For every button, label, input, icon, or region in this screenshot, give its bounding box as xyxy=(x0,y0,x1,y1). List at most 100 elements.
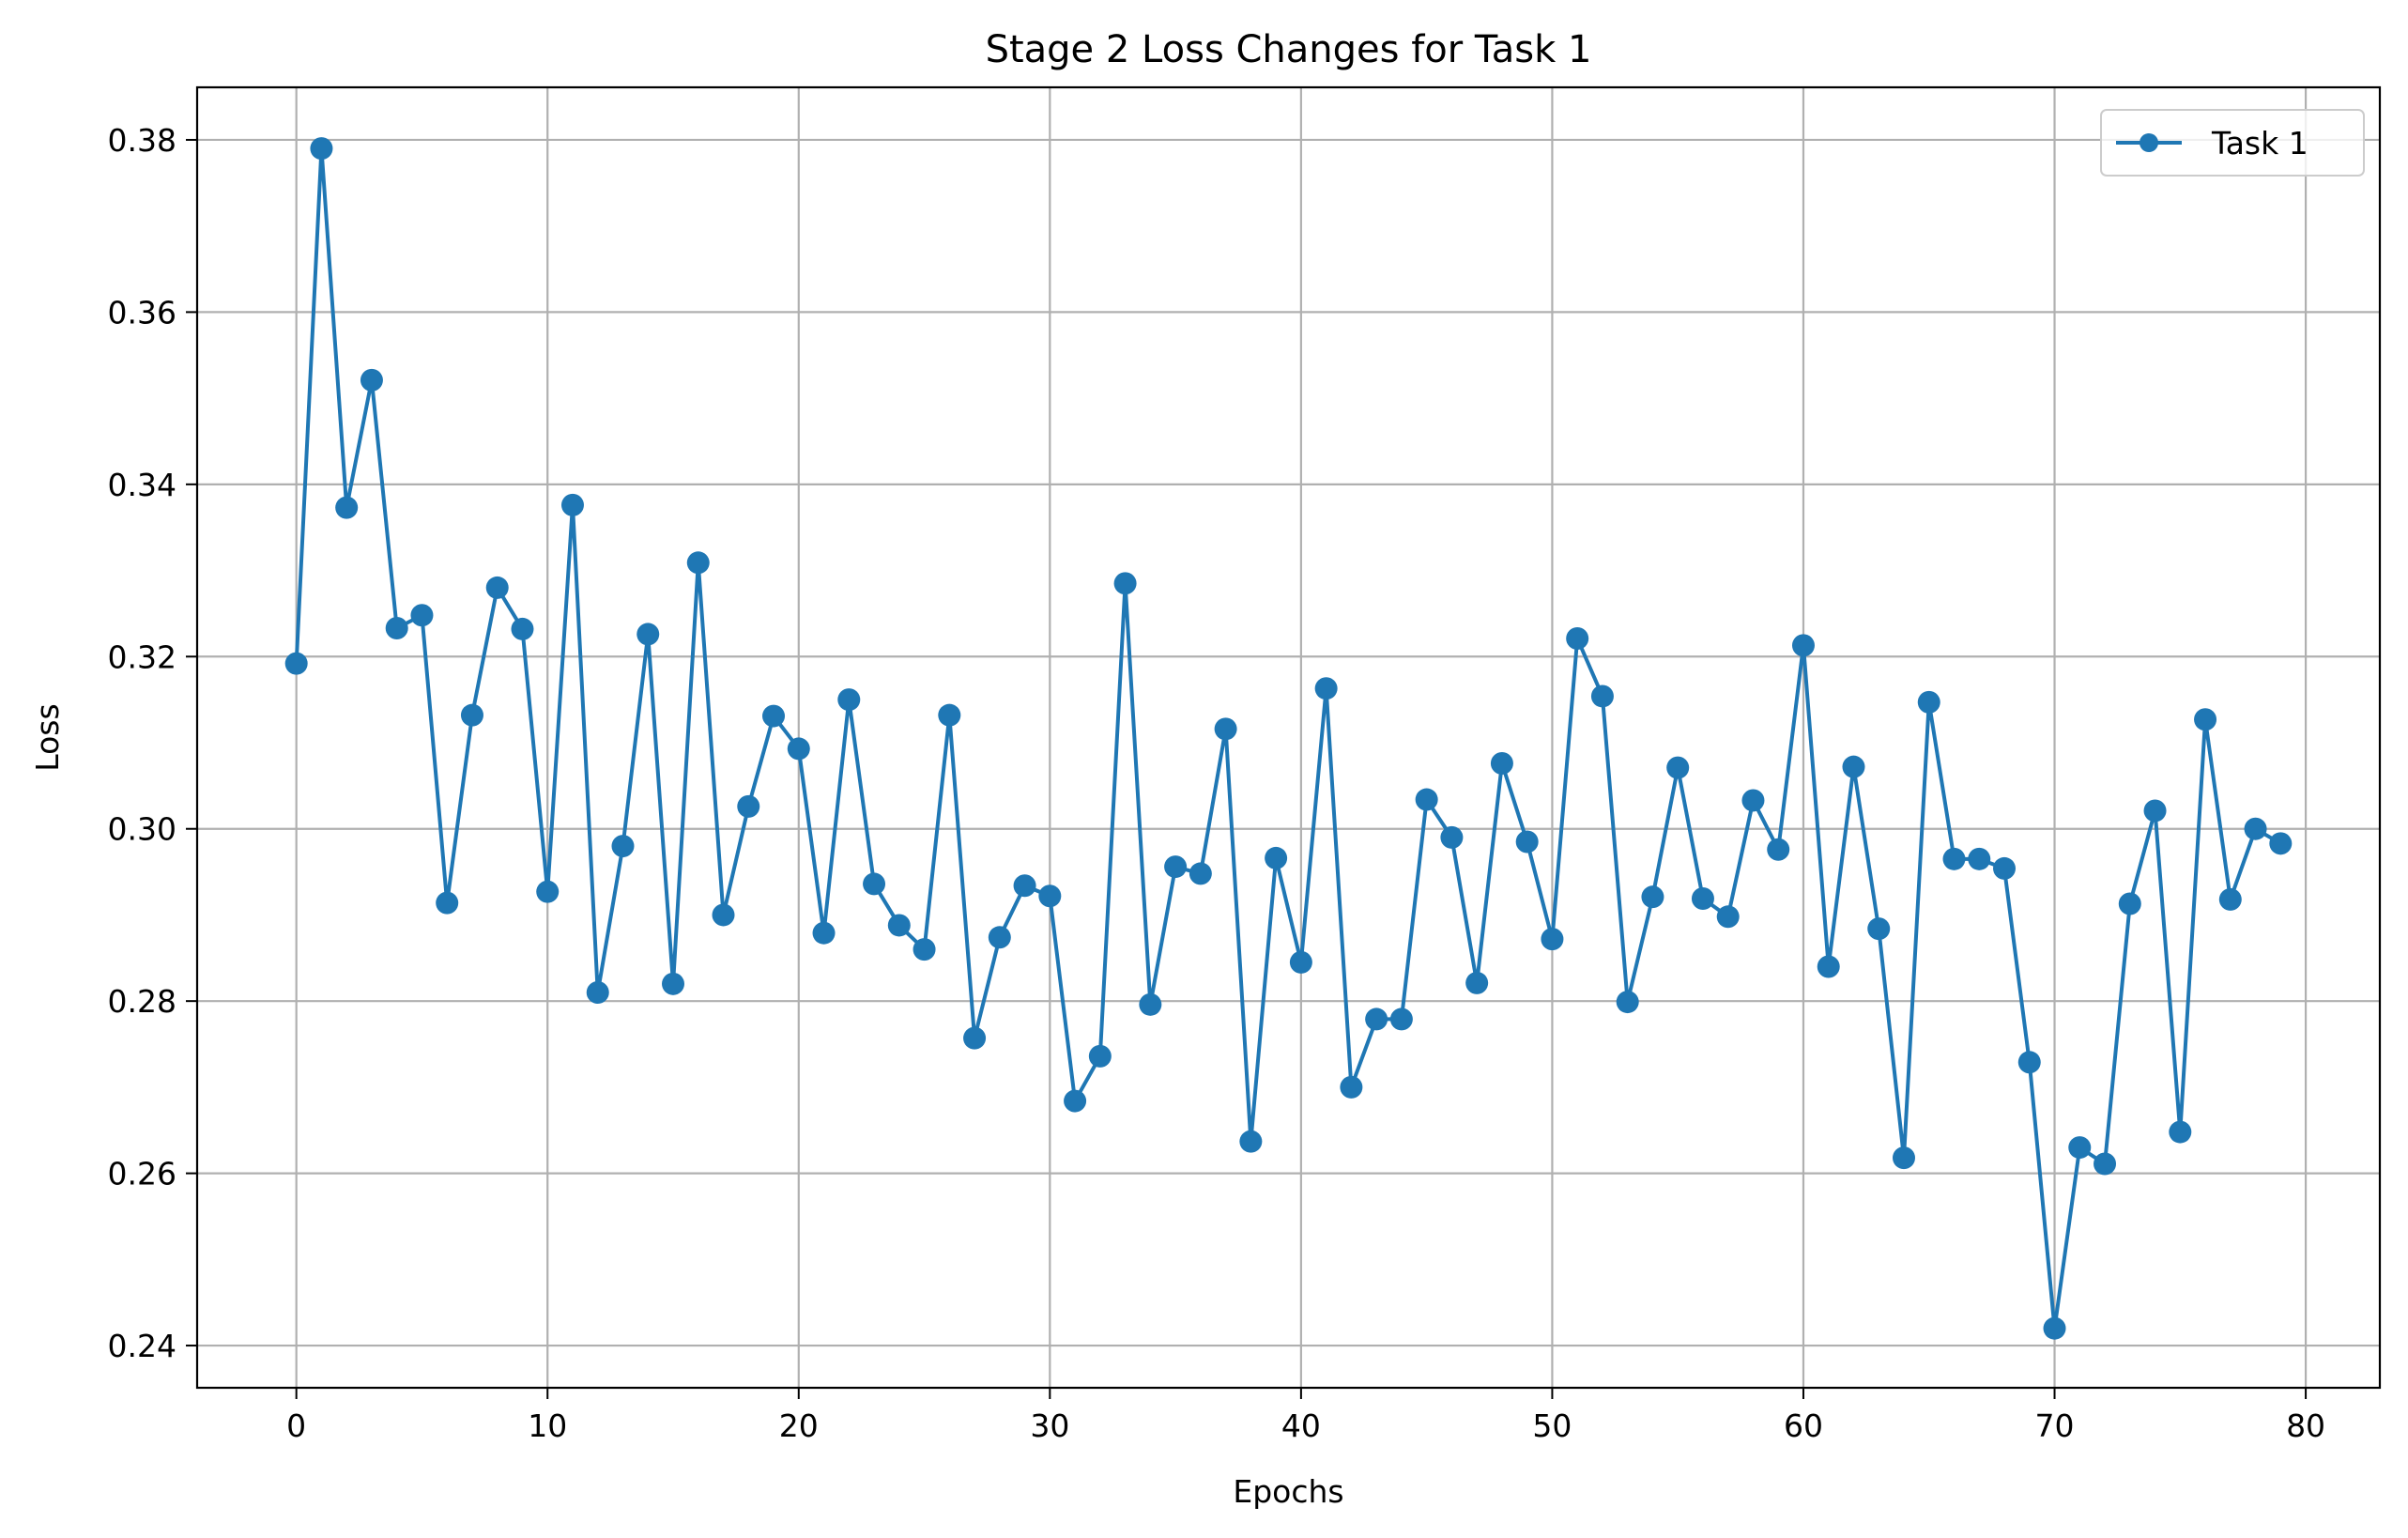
data-point xyxy=(1541,928,1564,951)
data-point xyxy=(436,891,459,915)
data-point xyxy=(1113,572,1137,595)
y-axis-label: Loss xyxy=(29,703,66,771)
data-point xyxy=(762,704,786,728)
data-point xyxy=(1239,1130,1263,1153)
data-point xyxy=(1038,884,1062,908)
data-point xyxy=(485,576,509,599)
x-tick-label: 0 xyxy=(286,1407,306,1444)
data-point xyxy=(2269,832,2293,855)
x-tick-label: 50 xyxy=(1532,1407,1572,1444)
data-point xyxy=(1490,752,1513,776)
data-point xyxy=(1139,992,1162,1016)
data-point xyxy=(1817,955,1840,978)
data-point xyxy=(988,926,1011,949)
data-point xyxy=(335,496,359,519)
data-point xyxy=(1088,1044,1112,1068)
series-layer xyxy=(284,137,2293,1340)
data-point xyxy=(2244,817,2267,840)
y-tick-label: 0.34 xyxy=(108,467,176,503)
y-tick-label: 0.30 xyxy=(108,811,176,848)
data-point xyxy=(662,972,685,995)
x-tick-label: 10 xyxy=(528,1407,567,1444)
x-tick-label: 20 xyxy=(779,1407,819,1444)
x-tick-label: 60 xyxy=(1784,1407,1823,1444)
data-point xyxy=(712,903,735,927)
data-point xyxy=(1590,684,1614,708)
data-point xyxy=(1365,1007,1388,1031)
data-point xyxy=(1892,1146,1915,1170)
legend-box xyxy=(2100,109,2365,177)
data-point xyxy=(737,794,760,818)
data-point xyxy=(1993,856,2017,880)
data-point xyxy=(1767,838,1790,861)
data-point xyxy=(1214,717,1237,741)
data-point xyxy=(586,980,609,1004)
data-point xyxy=(938,703,961,727)
x-tick-label: 30 xyxy=(1030,1407,1069,1444)
legend-entry-task-1: Task 1 xyxy=(2211,125,2308,161)
data-point xyxy=(2068,1136,2092,1160)
data-point xyxy=(1691,887,1714,911)
data-point xyxy=(1440,825,1464,849)
x-tick-label: 40 xyxy=(1281,1407,1321,1444)
data-point xyxy=(360,368,383,392)
data-point xyxy=(1013,874,1036,898)
data-point xyxy=(460,703,483,727)
data-point xyxy=(2194,708,2217,731)
data-point xyxy=(1189,862,1212,885)
grid-lines xyxy=(197,87,2380,1388)
data-point xyxy=(837,688,861,712)
x-tick-label: 70 xyxy=(2035,1407,2075,1444)
data-point xyxy=(1314,677,1338,700)
data-point xyxy=(2043,1316,2066,1340)
data-point xyxy=(536,880,560,903)
y-tick-label: 0.28 xyxy=(108,983,176,1020)
data-point xyxy=(1340,1075,1363,1099)
y-tick-label: 0.24 xyxy=(108,1328,176,1364)
data-point xyxy=(2118,892,2141,915)
data-point xyxy=(2017,1051,2041,1074)
x-tick-label: 80 xyxy=(2286,1407,2325,1444)
data-point xyxy=(913,938,936,961)
data-point xyxy=(2094,1152,2117,1176)
data-point xyxy=(385,617,408,640)
legend-marker-swatch xyxy=(2140,133,2158,152)
data-point xyxy=(1968,847,1991,870)
data-point xyxy=(787,737,810,761)
x-axis-label: Epochs xyxy=(1233,1473,1343,1510)
data-point xyxy=(1942,847,1966,870)
legend: Task 1 xyxy=(2100,109,2365,177)
series-line-task-1 xyxy=(294,146,2282,1330)
data-point xyxy=(1741,789,1765,812)
data-point xyxy=(1842,755,1865,778)
data-point xyxy=(1265,846,1288,869)
data-point xyxy=(284,652,308,675)
data-point xyxy=(1867,917,1891,941)
data-point xyxy=(1791,634,1815,657)
y-tick-label: 0.32 xyxy=(108,638,176,675)
data-point xyxy=(686,551,710,575)
data-point xyxy=(812,921,836,945)
data-point xyxy=(1917,690,1940,714)
data-point xyxy=(611,835,635,858)
data-point xyxy=(511,617,534,640)
y-tick-label: 0.36 xyxy=(108,294,176,331)
data-point xyxy=(963,1026,987,1050)
data-point xyxy=(410,604,434,627)
data-point xyxy=(2218,887,2242,911)
data-point xyxy=(1716,905,1740,929)
data-point xyxy=(1566,627,1589,651)
plot-frame xyxy=(195,85,2382,1390)
chart-title: Stage 2 Loss Changes for Task 1 xyxy=(986,28,1592,71)
data-point xyxy=(1289,950,1312,974)
y-tick-label: 0.26 xyxy=(108,1156,176,1192)
data-point xyxy=(637,623,660,646)
data-point xyxy=(1465,971,1489,994)
data-point xyxy=(2169,1120,2192,1144)
data-point xyxy=(1389,1007,1413,1031)
data-point xyxy=(310,137,333,161)
data-point xyxy=(560,493,584,516)
data-point xyxy=(1164,855,1188,879)
